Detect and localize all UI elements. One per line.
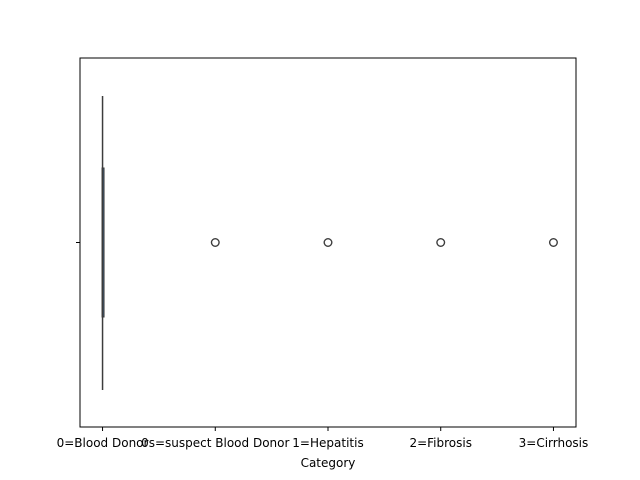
outlier-layer <box>210 237 558 247</box>
x-tick-label: 0=Blood Donor <box>57 436 149 450</box>
outlier-point <box>323 237 333 247</box>
box-layer <box>101 96 105 390</box>
x-axis-label: Category <box>301 456 356 470</box>
plot-area <box>80 58 576 427</box>
x-tick-label: 2=Fibrosis <box>409 436 472 450</box>
x-tick-label: 3=Cirrhosis <box>519 436 589 450</box>
outlier-point <box>548 237 558 247</box>
outlier-point <box>210 237 220 247</box>
outlier-point <box>436 237 446 247</box>
x-tick-label: 1=Hepatitis <box>292 436 363 450</box>
x-tick-label: 0s=suspect Blood Donor <box>141 436 289 450</box>
